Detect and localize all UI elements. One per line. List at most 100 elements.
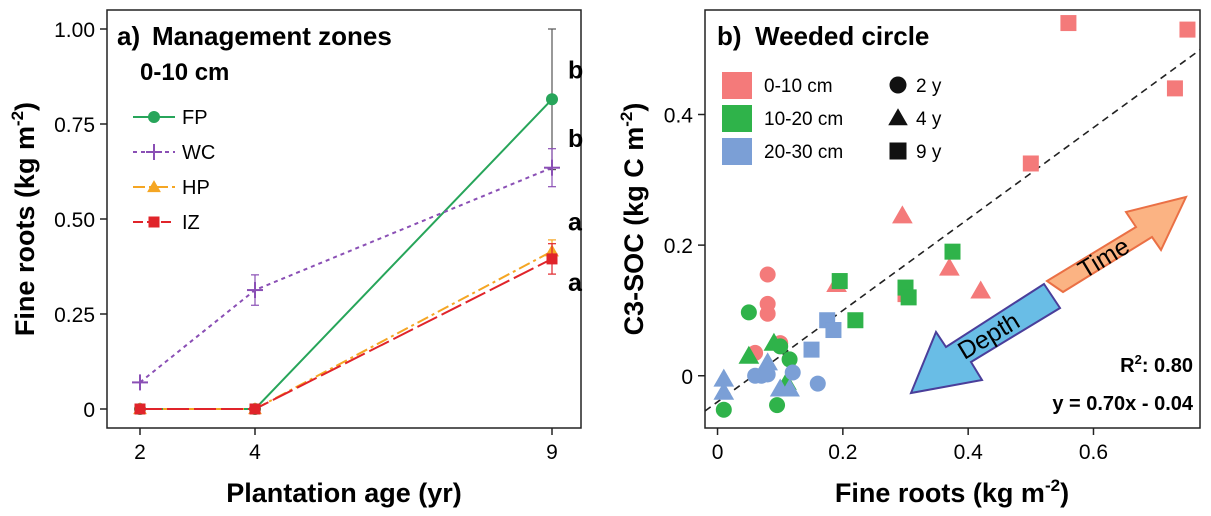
legend-item-iz: IZ [133,212,200,234]
panel-a-y-axis-title-main: Fine roots (kg m [10,126,40,336]
panel-a-subtitle: 0-10 cm [140,59,229,86]
legend-age-item: 9 y [889,142,942,163]
panel-b-x-tick-label: 0 [712,441,724,464]
panel-b-y-axis-title-main: C3-SOC (kg C m [619,127,649,336]
legend-age-marker-circle [889,76,907,94]
panel-a-y-tick-label: 0 [83,399,95,422]
series-iz-line [140,258,553,410]
data-point-circle [769,397,786,414]
legend-age-item: 4 y [888,108,942,130]
legend-depth-swatch [722,72,752,99]
data-point-square [900,289,917,306]
data-point-square [1166,80,1183,97]
panel-b-axes: 0 0.2 0.4 0 0.2 0.4 0.6 [664,105,1108,465]
data-point-triangle [939,257,960,276]
panel-a: 0 0.25 0.50 0.75 1.00 2 4 9 a) Management zones… [8,9,583,508]
legend-depth-label: 10-20 cm [764,109,843,130]
time-arrow: Time [1045,195,1188,294]
r-squared-label: R2: 0.80 [1120,352,1193,377]
data-point-triangle [738,345,760,364]
panel-a-series [132,28,560,415]
panel-b-x-tick-label: 0.2 [828,441,857,464]
data-point-circle [759,366,776,383]
panel-a-legend: FP WC HP IZ [133,107,215,234]
panel-a-x-tick-label: 4 [249,441,261,464]
panel-a-title: Management zones [152,21,392,51]
panel-b-y-tick-label: 0 [681,366,693,389]
panel-a-axes: 0 0.25 0.50 0.75 1.00 2 4 9 [54,19,558,464]
r-squared-r: R [1120,355,1135,377]
panel-a-y-tick-label: 0.75 [54,114,95,137]
legend-age-marker-square [889,142,907,160]
panel-b-points [713,15,1196,418]
panel-a-y-axis-title-sup: -2 [8,111,27,126]
time-arrow-shape [1045,195,1188,294]
data-point-square [847,312,864,329]
depth-arrow: Depth [909,282,1062,395]
panel-a-x-axis-title: Plantation age (yr) [226,478,462,508]
legend-depth-item: 20-30 cm [722,138,843,165]
depth-arrow-shape [909,282,1062,395]
depth-arrow-label: Depth [953,307,1025,365]
data-point-circle [809,375,826,392]
data-point-triangle [713,381,735,400]
panel-a-y-axis-title: Fine roots (kg m-2) [8,102,40,336]
series-fp-point [546,93,558,106]
data-point-circle [772,338,789,355]
legend-depth-label: 0-10 cm [764,76,833,97]
panel-b-fit-line [704,49,1201,412]
series-wc-point [247,282,263,299]
legend-wc-label: WC [182,142,215,164]
legend-item-fp: FP [133,107,208,129]
legend-iz-label: IZ [182,212,200,234]
panel-a-y-tick-label: 0.50 [54,209,95,232]
legend-age-label: 2 y [916,76,942,97]
panel-b-x-axis-title-sup: -2 [1045,476,1060,495]
data-point-circle [759,305,776,322]
legend-depth-swatch [722,138,752,165]
legend-age-label: 4 y [916,109,942,130]
panel-b-frame [704,9,1201,429]
panel-a-y-tick-label: 0.25 [54,304,95,327]
panel-a-y-tick-label: 1.00 [54,19,95,42]
significance-letter: a [568,269,583,297]
data-point-square [1179,21,1196,38]
data-point-triangle [970,280,992,299]
data-point-circle [740,304,757,321]
panel-a-significance-letters: b b a a [568,56,583,297]
legend-hp-marker [147,180,161,193]
panel-b: 0 0.2 0.4 0 0.2 0.4 0.6 Time Depth b) Weeded c… [617,9,1201,508]
data-point-circle [759,266,776,283]
series-iz-point [546,253,558,265]
panel-b-y-axis-title-end: ) [619,103,649,112]
regression-equation: y = 0.70x - 0.04 [1052,393,1194,415]
legend-age-item: 2 y [889,76,942,97]
series-hp-line [140,250,553,410]
legend-hp-label: HP [182,177,210,199]
data-point-square [825,322,842,339]
data-point-triangle [713,368,735,387]
panel-b-legend: 0-10 cm 10-20 cm 20-30 cm 2 y 4 y 9 y [722,72,942,165]
legend-age-marker-triangle [888,108,908,126]
panel-a-y-axis-title-end: ) [10,102,40,111]
panel-b-x-axis-title-end: ) [1060,478,1069,508]
panel-a-label: a) [117,21,140,51]
series-iz-point [249,403,261,415]
legend-depth-item: 10-20 cm [722,105,843,132]
significance-letter: b [568,56,583,84]
legend-fp-label: FP [182,107,208,129]
regression-line [704,49,1201,412]
panel-b-y-tick-label: 0.4 [664,105,694,128]
panel-b-x-axis-title-main: Fine roots (kg m [835,478,1045,508]
significance-letter: b [568,125,583,153]
significance-letter: a [568,208,583,236]
data-point-circle [781,351,798,368]
panel-b-label: b) [717,21,742,51]
data-point-square [831,273,848,290]
r-squared-value: : 0.80 [1142,355,1193,377]
panel-a-x-tick-label: 2 [134,441,146,464]
legend-age-label: 9 y [916,142,942,163]
panel-b-title: Weeded circle [755,21,929,51]
r-squared-sup: 2 [1135,352,1142,367]
